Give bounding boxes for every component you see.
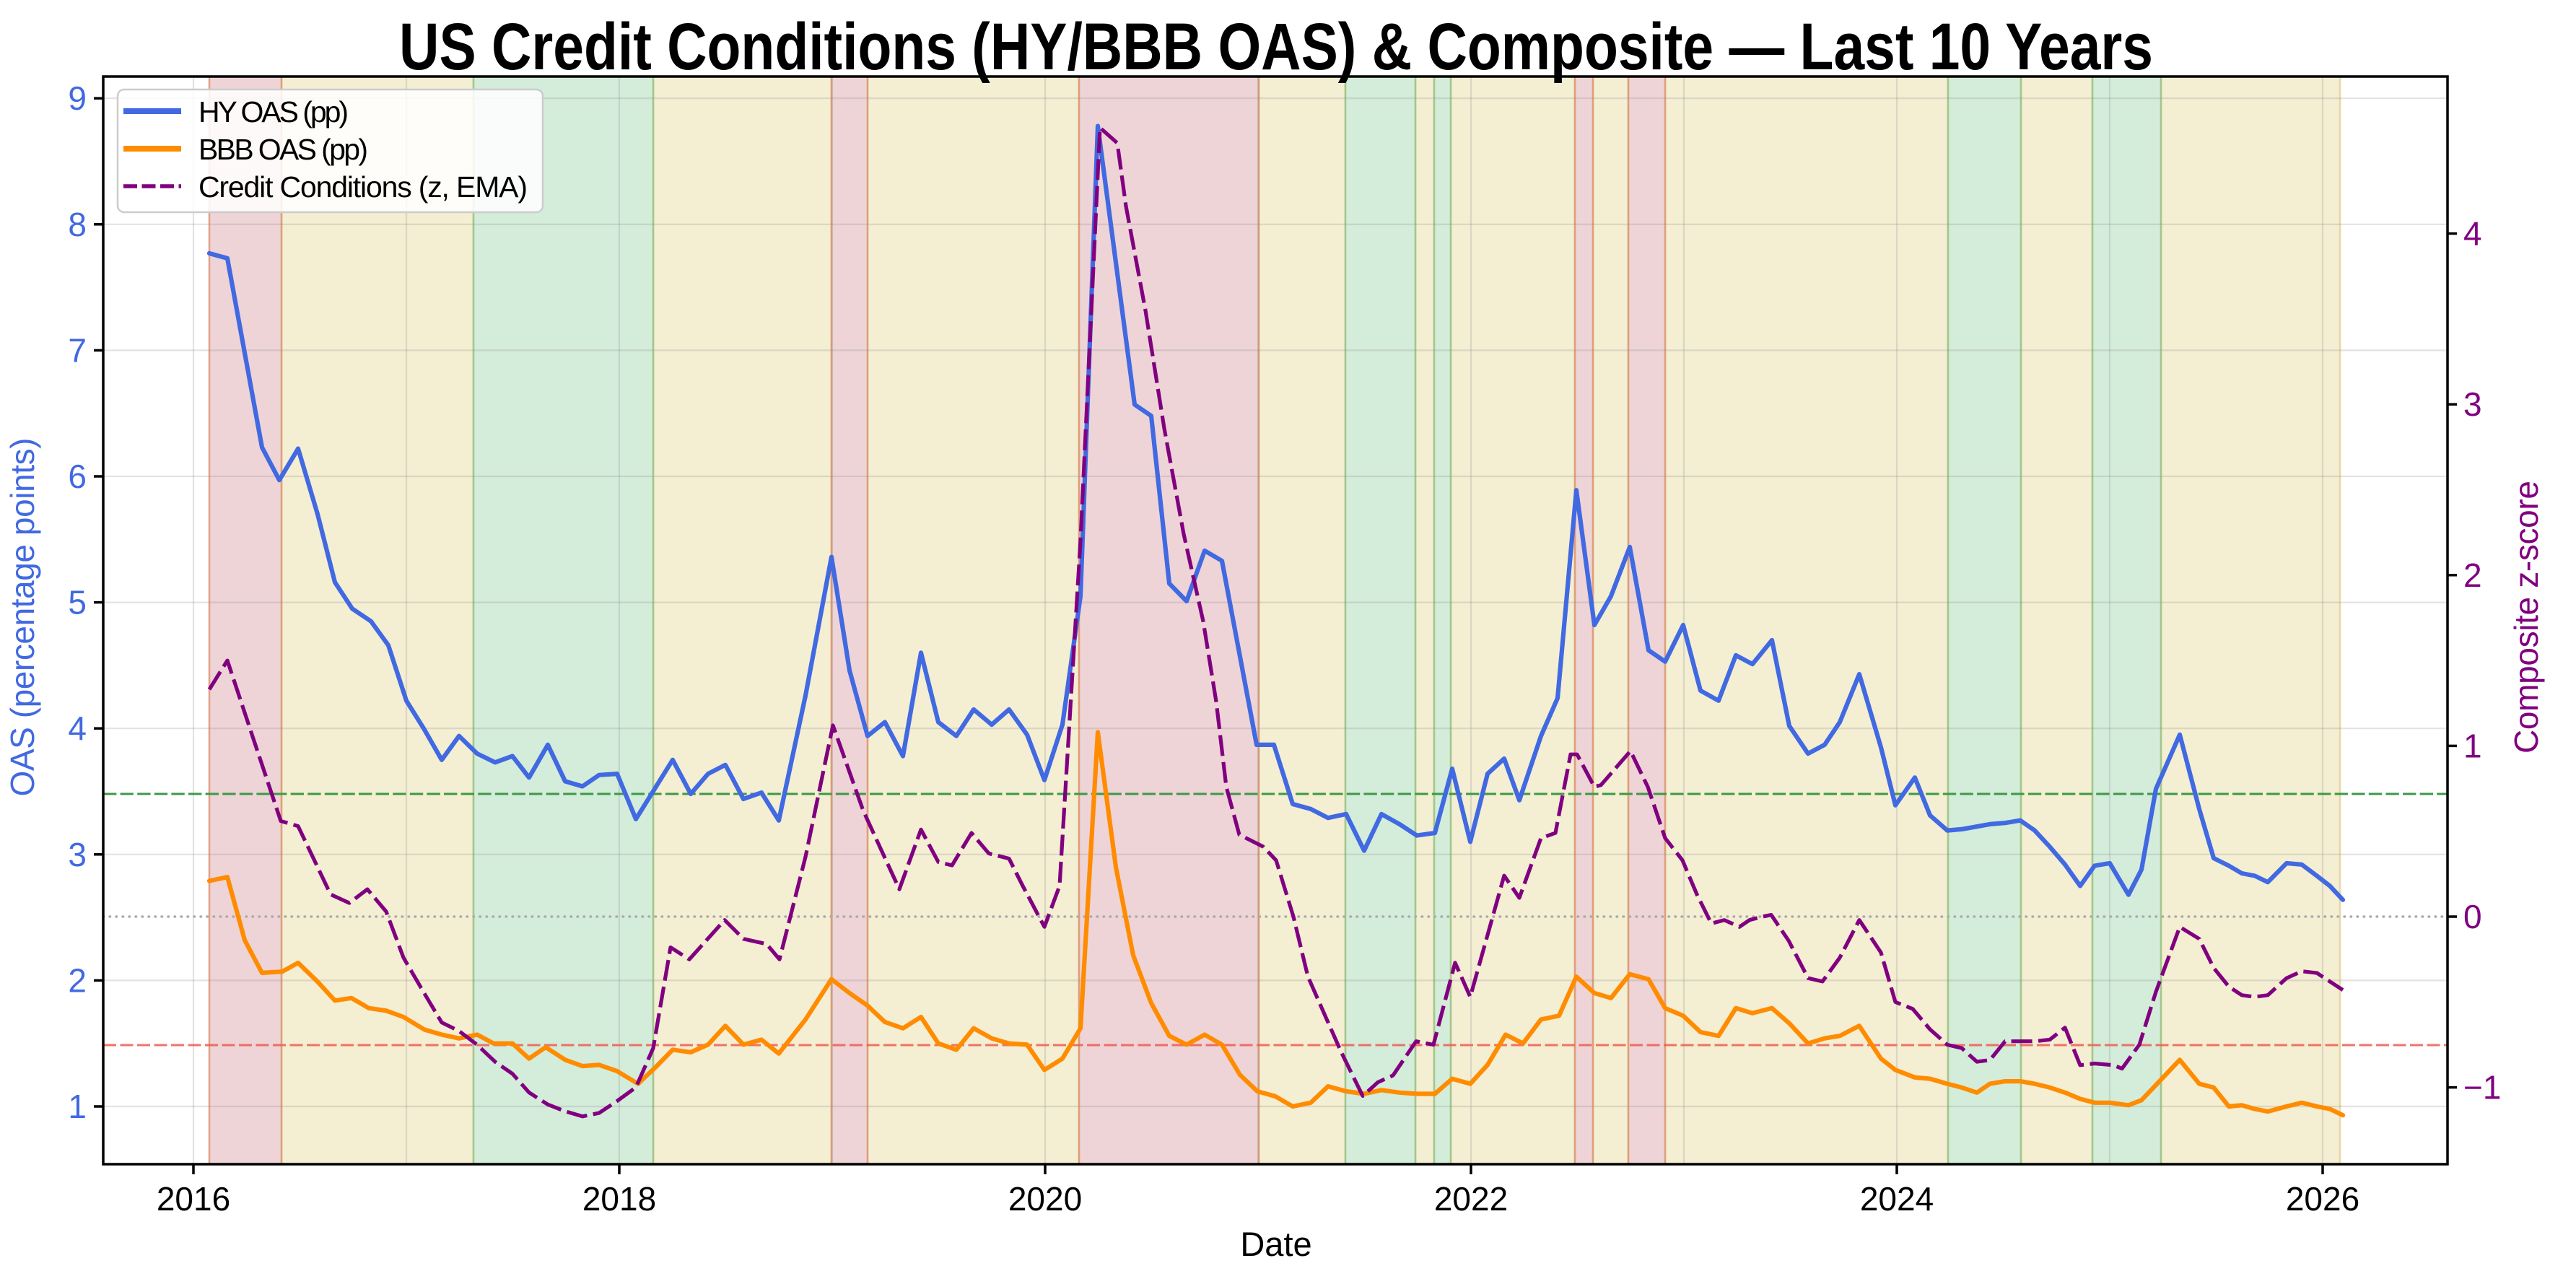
svg-text:2: 2 xyxy=(68,961,87,999)
svg-text:−1: −1 xyxy=(2463,1069,2501,1106)
svg-text:BBB OAS (pp): BBB OAS (pp) xyxy=(198,133,368,166)
svg-text:5: 5 xyxy=(68,584,87,621)
svg-text:2018: 2018 xyxy=(582,1180,656,1218)
svg-text:7: 7 xyxy=(68,331,87,369)
svg-text:2016: 2016 xyxy=(157,1180,230,1218)
svg-text:2024: 2024 xyxy=(1860,1180,1934,1218)
svg-text:US Credit Conditions (HY/BBB O: US Credit Conditions (HY/BBB OAS) & Comp… xyxy=(399,10,2153,84)
svg-text:4: 4 xyxy=(2463,215,2482,253)
svg-text:1: 1 xyxy=(68,1088,87,1125)
svg-text:Credit Conditions (z, EMA): Credit Conditions (z, EMA) xyxy=(198,170,528,204)
svg-text:6: 6 xyxy=(68,458,87,495)
svg-text:3: 3 xyxy=(68,836,87,873)
svg-text:0: 0 xyxy=(2463,898,2482,935)
svg-text:4: 4 xyxy=(68,709,87,747)
svg-text:2: 2 xyxy=(2463,556,2482,594)
svg-text:2022: 2022 xyxy=(1434,1180,1508,1218)
svg-text:HY OAS (pp): HY OAS (pp) xyxy=(198,95,349,128)
svg-text:1: 1 xyxy=(2463,727,2482,764)
svg-text:9: 9 xyxy=(68,79,87,117)
svg-text:2020: 2020 xyxy=(1008,1180,1082,1218)
svg-text:3: 3 xyxy=(2463,385,2482,423)
svg-text:2026: 2026 xyxy=(2286,1180,2359,1218)
svg-text:Composite z-score: Composite z-score xyxy=(2507,481,2545,754)
svg-text:Date: Date xyxy=(1240,1225,1311,1263)
svg-text:8: 8 xyxy=(68,206,87,243)
svg-text:OAS (percentage points): OAS (percentage points) xyxy=(4,438,41,797)
